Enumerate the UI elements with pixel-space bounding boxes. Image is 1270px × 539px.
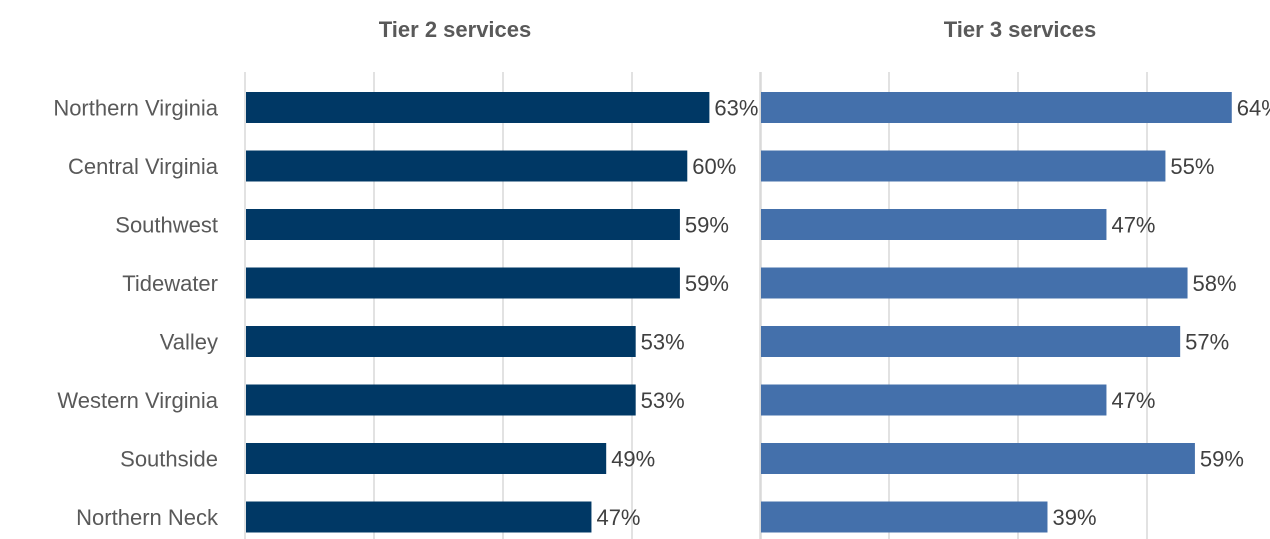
tier-3-bar [761,384,1107,416]
tier-2-data-label: 63% [714,96,758,121]
tier-2-bar [246,209,680,240]
tier-3-data-label: 64% [1237,96,1270,121]
category-label: Tidewater [122,271,218,296]
category-label: Central Virginia [68,154,219,179]
tier-3-data-label: 59% [1200,447,1244,472]
tier-2-data-labels: 63% 60% 59% 59% 53% 53% 49% 47% [596,96,758,531]
tier-3-chart-title: Tier 3 services [944,17,1097,42]
tier-3-data-label: 47% [1111,388,1155,413]
tier-2-data-label: 53% [641,388,685,413]
tier-2-bar [246,326,636,357]
tier-3-bar [761,150,1166,182]
tier-2-panel: Tier 2 services Northern Virginia Central… [53,17,762,539]
tier-2-bar [246,150,688,182]
tier-2-category-labels: Northern Virginia Central Virginia Southwe… [53,96,219,531]
tier-3-bar [761,92,1232,123]
tier-2-data-label: 60% [692,154,736,179]
tier-3-data-label: 39% [1052,505,1096,530]
category-label: Western Virginia [57,388,218,413]
category-label: Southside [120,447,218,472]
category-label: Northern Neck [76,505,219,530]
category-label: Northern Virginia [53,96,218,121]
tier-3-bar [761,267,1188,299]
tier-2-bar [246,267,680,299]
tier-2-bar [246,384,636,416]
tier-3-data-label: 47% [1111,213,1155,238]
tier-3-bar [761,326,1181,357]
tier-2-bar [246,443,607,474]
tier-3-bar [761,501,1048,533]
category-label: Valley [160,330,218,355]
tier-3-panel: Tier 3 services 64% 55% 47% 58% 57% 47% 59% 39% [759,17,1270,539]
tier-3-data-labels: 64% 55% 47% 58% 57% 47% 59% 39% [1052,96,1270,531]
tier-2-bar [246,92,710,123]
tier-2-bar [246,501,592,533]
tier-2-chart-title: Tier 2 services [379,17,532,42]
tier-2-bars [246,92,710,533]
tier-2-data-label: 47% [596,505,640,530]
tier-3-bar [761,443,1195,474]
tier-2-data-label: 49% [611,447,655,472]
tier-2-data-label: 59% [685,213,729,238]
tier-2-data-label: 59% [685,271,729,296]
tier-3-bars [761,92,1232,533]
tier-3-data-label: 58% [1193,271,1237,296]
tier-3-data-label: 55% [1170,154,1214,179]
category-label: Southwest [115,213,218,238]
tier-2-data-label: 53% [641,330,685,355]
tier-3-bar [761,209,1107,240]
tier-3-data-label: 57% [1185,330,1229,355]
